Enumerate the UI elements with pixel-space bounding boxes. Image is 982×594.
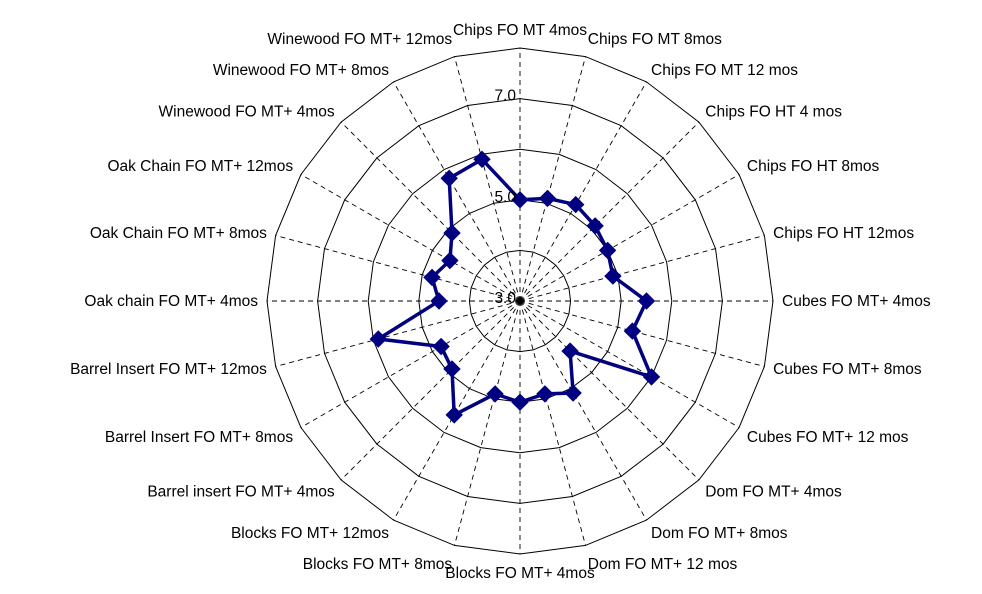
category-label: Dom FO MT+ 12 mos xyxy=(588,556,738,573)
grid-spoke xyxy=(393,81,521,302)
data-point xyxy=(441,251,459,270)
data-point xyxy=(443,360,461,378)
data-point xyxy=(637,292,656,310)
category-label: Dom FO MT+ 8mos xyxy=(651,525,788,542)
grid-spoke xyxy=(275,300,521,367)
category-label: Chips FO HT 8mos xyxy=(747,158,880,175)
category-label: Blocks FO MT+ 8mos xyxy=(303,556,453,573)
category-label: Barrel insert FO MT+ 4mos xyxy=(147,483,335,500)
data-point xyxy=(445,406,463,424)
grid-spoke xyxy=(340,121,521,302)
data-point xyxy=(369,330,388,348)
series-layer xyxy=(369,150,661,424)
grid-spoke xyxy=(519,56,586,302)
grid-spoke xyxy=(340,300,521,481)
grid-spoke xyxy=(519,235,765,302)
data-point xyxy=(586,217,604,235)
data-point xyxy=(538,189,557,208)
category-label: Barrel Insert FO MT+ 12mos xyxy=(70,361,267,378)
category-label: Winewood FO MT+ 4mos xyxy=(159,104,335,121)
data-point xyxy=(623,322,642,340)
grid-spoke xyxy=(454,300,521,546)
grid-spoke xyxy=(519,300,586,546)
grid-spoke xyxy=(519,300,765,367)
category-label: Barrel Insert FO MT+ 8mos xyxy=(105,429,293,446)
tick-labels: 3.0 5.0 7.0 xyxy=(494,88,516,307)
data-point xyxy=(432,337,450,356)
grid-spoke xyxy=(300,300,521,428)
grid-spoke xyxy=(519,300,740,428)
data-point xyxy=(473,150,491,169)
grid-spoke xyxy=(519,121,700,302)
data-point xyxy=(564,384,582,402)
category-label: Cubes FO MT+ 12 mos xyxy=(747,429,909,446)
data-point xyxy=(511,393,529,411)
grid-spokes xyxy=(267,48,773,554)
grid-spoke xyxy=(300,174,521,302)
category-label: Blocks FO MT+ 12mos xyxy=(231,525,389,542)
data-point xyxy=(430,292,448,310)
category-label: Dom FO MT+ 4mos xyxy=(705,483,842,500)
data-point xyxy=(511,191,529,209)
data-point xyxy=(566,195,585,214)
data-point xyxy=(443,224,461,242)
category-label: Oak chain FO MT+ 4mos xyxy=(84,293,258,310)
category-label: Chips FO HT 4 mos xyxy=(705,104,842,121)
grid-spoke xyxy=(519,174,740,302)
data-point xyxy=(598,241,617,260)
category-label: Winewood FO MT+ 12mos xyxy=(267,31,452,48)
data-point xyxy=(440,169,458,188)
grid-spoke xyxy=(454,56,521,302)
category-label: Oak Chain FO MT+ 12mos xyxy=(107,158,293,175)
category-label: Chips FO MT 4mos xyxy=(453,22,587,39)
category-label: Cubes FO MT+ 4mos xyxy=(782,293,931,310)
data-point xyxy=(486,385,504,403)
category-label: Oak Chain FO MT+ 8mos xyxy=(90,225,267,242)
data-point xyxy=(561,342,579,360)
data-point xyxy=(642,368,661,386)
category-label: Chips FO MT 12 mos xyxy=(651,62,798,79)
grid-spoke xyxy=(519,300,700,481)
grid-spoke xyxy=(275,235,521,302)
data-point xyxy=(536,385,554,403)
data-point xyxy=(604,267,622,285)
category-label: Blocks FO MT+ 4mos xyxy=(445,565,595,582)
category-label: Cubes FO MT+ 8mos xyxy=(773,361,922,378)
grid-spoke xyxy=(519,300,647,521)
grid-ring xyxy=(468,249,572,353)
tick-label: 5.0 xyxy=(494,189,516,206)
category-label: Chips FO HT 12mos xyxy=(773,225,914,242)
data-point xyxy=(423,268,441,287)
category-label: Winewood FO MT+ 8mos xyxy=(213,62,389,79)
grid-ring xyxy=(367,148,673,454)
category-label: Chips FO MT 8mos xyxy=(588,31,722,48)
tick-label: 3.0 xyxy=(494,290,516,307)
tick-label: 7.0 xyxy=(494,88,516,105)
grid-spoke xyxy=(519,81,647,302)
